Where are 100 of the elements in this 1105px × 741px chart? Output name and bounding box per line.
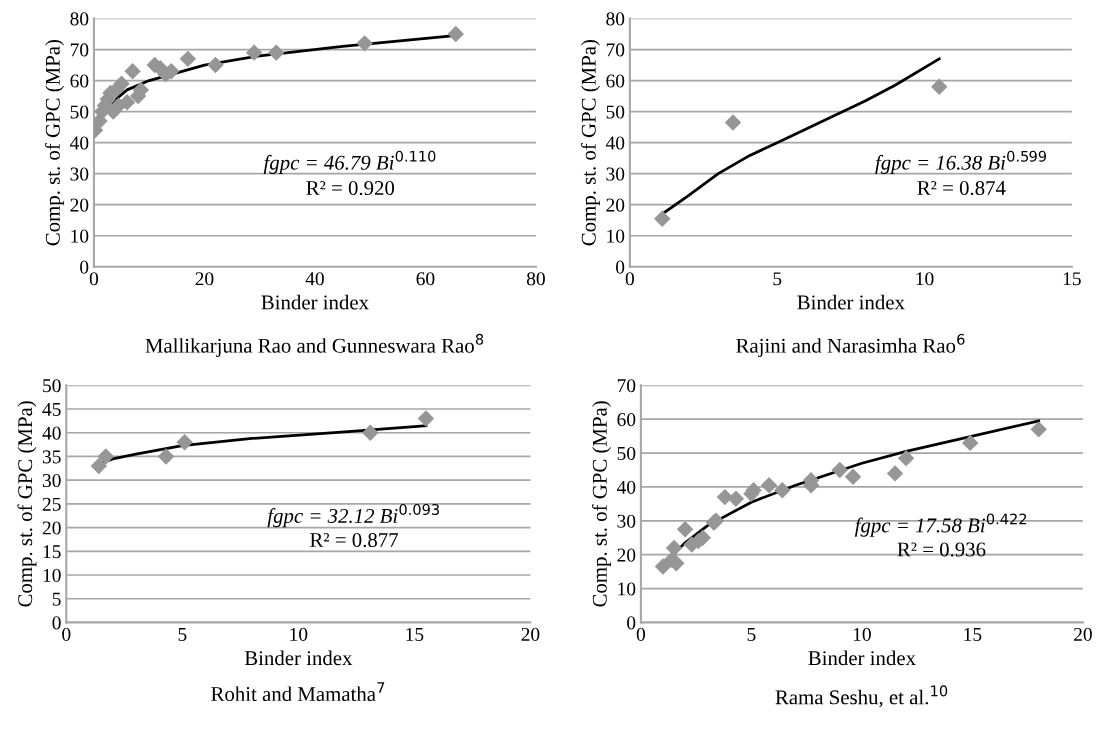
x-tick-label: 20 xyxy=(521,627,540,641)
y-tick-label: 40 xyxy=(616,480,636,494)
y-tick-label: 30 xyxy=(617,514,636,528)
y-tick-label: 5 xyxy=(52,592,61,606)
annotation: fgpc = 16.38 Bi$^{0.599}$ xyxy=(875,150,1047,174)
y-tick-label: 10 xyxy=(43,568,61,582)
y-tick-label: 50 xyxy=(617,446,636,461)
point xyxy=(654,210,671,227)
point xyxy=(727,490,745,508)
text: Rama Seshu, et al.$^{10}$ xyxy=(775,685,948,708)
annotation: R² = 0.877 xyxy=(310,532,399,548)
y-axis-title: Comp. st. of GPC (MPa) xyxy=(591,401,612,607)
point xyxy=(716,488,734,506)
point xyxy=(179,50,197,68)
x-tick-label: 10 xyxy=(916,272,934,286)
point xyxy=(760,477,778,494)
y-tick-label: 60 xyxy=(606,74,625,88)
point xyxy=(97,448,114,465)
y-tick-label: 30 xyxy=(70,167,89,181)
x-tick-label: 20 xyxy=(1074,627,1092,641)
x-tick-label: 10 xyxy=(853,627,871,641)
point xyxy=(1030,421,1047,438)
y-tick-label: 0 xyxy=(80,260,89,274)
point xyxy=(356,35,373,52)
point xyxy=(90,457,107,475)
x-tick-label: 15 xyxy=(964,627,982,641)
y-tick-label: 40 xyxy=(70,136,89,150)
point xyxy=(961,434,979,452)
y-tick-label: 45 xyxy=(42,402,61,416)
point xyxy=(724,114,742,131)
annotation: R² = 0.936 xyxy=(897,542,986,557)
y-tick-label: 40 xyxy=(42,426,61,440)
x-tick-label: 60 xyxy=(416,272,435,286)
text: Rajini and Narasimha Rao$^{6}$ xyxy=(736,333,965,358)
x-tick-label: 15 xyxy=(1063,272,1081,286)
point xyxy=(931,78,948,96)
y-tick-label: 15 xyxy=(43,545,61,559)
annotation: R² = 0.920 xyxy=(306,180,395,196)
y-tick-label: 80 xyxy=(606,12,625,26)
y-axis-title: Comp. st. of GPC (MPa) xyxy=(580,39,600,246)
x-tick-label: 15 xyxy=(406,627,424,641)
x-axis-title: Binder index xyxy=(797,294,905,310)
point xyxy=(124,63,141,80)
x-axis-title: Binder index xyxy=(261,294,369,310)
point xyxy=(176,434,193,451)
y-tick-label: 30 xyxy=(42,473,61,488)
y-tick-label: 70 xyxy=(70,43,89,57)
point xyxy=(886,465,904,482)
text: Rohit and Mamatha$^{7}$ xyxy=(211,682,385,702)
annotation: fgpc = 32.12 Bi$^{0.093}$ xyxy=(267,503,439,528)
y-tick-label: 50 xyxy=(606,105,625,119)
y-tick-label: 50 xyxy=(43,379,61,393)
point xyxy=(844,468,862,485)
point xyxy=(447,25,465,43)
y-tick-label: 70 xyxy=(617,379,636,393)
annotation: R² = 0.874 xyxy=(917,180,1006,196)
y-axis-title: Comp. st. of GPC (MPa) xyxy=(17,401,37,607)
y-tick-label: 20 xyxy=(70,198,89,212)
y-tick-label: 20 xyxy=(606,198,625,212)
point xyxy=(113,75,130,92)
y-tick-label: 10 xyxy=(618,582,636,596)
y-tick-label: 70 xyxy=(606,43,625,57)
x-axis-title: Binder index xyxy=(808,650,916,666)
x-tick-label: 5 xyxy=(773,272,782,286)
y-tick-label: 25 xyxy=(42,497,61,511)
point xyxy=(654,558,672,575)
point xyxy=(665,539,683,557)
annotation: fgpc = 46.79 Bi$^{0.110}$ xyxy=(263,150,436,174)
y-tick-label: 0 xyxy=(616,260,625,274)
x-tick-label: 5 xyxy=(747,628,756,641)
y-tick-label: 10 xyxy=(71,229,89,243)
y-tick-label: 60 xyxy=(70,74,89,88)
point xyxy=(268,44,285,61)
x-tick-label: 80 xyxy=(526,272,545,286)
x-axis-title: Binder index xyxy=(244,650,353,666)
text: Mallikarjuna Rao and Gunneswara Rao$^{8}$ xyxy=(145,333,484,358)
x-tick-label: 40 xyxy=(305,272,324,286)
point xyxy=(831,461,849,479)
x-tick-label: 5 xyxy=(178,628,187,641)
y-tick-label: 80 xyxy=(70,12,89,26)
x-tick-label: 0 xyxy=(636,627,646,641)
x-tick-label: 20 xyxy=(195,272,214,286)
point xyxy=(774,482,791,499)
y-tick-label: 30 xyxy=(606,167,625,181)
y-tick-label: 50 xyxy=(70,105,89,119)
y-tick-label: 10 xyxy=(607,229,625,243)
y-tick-label: 0 xyxy=(52,616,61,630)
point xyxy=(157,448,175,465)
point xyxy=(362,424,379,441)
x-tick-label: 10 xyxy=(290,627,308,641)
point xyxy=(207,56,224,74)
y-tick-label: 20 xyxy=(617,548,636,562)
point xyxy=(417,410,435,427)
y-tick-label: 60 xyxy=(617,413,636,427)
annotation: fgpc = 17.58 Bi$^{0.422}$ xyxy=(854,513,1027,537)
point xyxy=(245,44,263,61)
x-tick-label: 0 xyxy=(89,272,99,286)
y-axis-title: Comp. st. of GPC (MPa) xyxy=(44,39,65,246)
y-tick-label: 0 xyxy=(627,616,636,630)
y-tick-label: 20 xyxy=(42,521,61,535)
